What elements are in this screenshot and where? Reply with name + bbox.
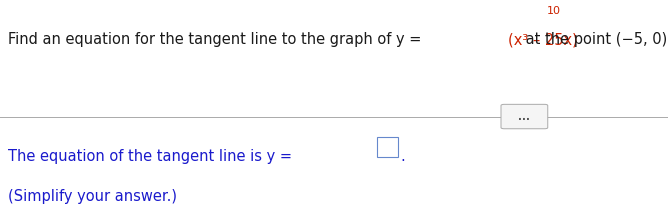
Text: The equation of the tangent line is y =: The equation of the tangent line is y =	[8, 149, 292, 164]
FancyBboxPatch shape	[501, 104, 548, 129]
Text: .: .	[400, 149, 405, 164]
Text: at the point (−5, 0).: at the point (−5, 0).	[521, 32, 668, 48]
Text: (x³ – 25x): (x³ – 25x)	[508, 32, 577, 48]
Text: ...: ...	[518, 111, 530, 122]
Text: Find an equation for the tangent line to the graph of y =: Find an equation for the tangent line to…	[8, 32, 426, 48]
Text: 10: 10	[546, 6, 560, 16]
Text: (Simplify your answer.): (Simplify your answer.)	[8, 189, 177, 204]
FancyBboxPatch shape	[377, 137, 398, 157]
